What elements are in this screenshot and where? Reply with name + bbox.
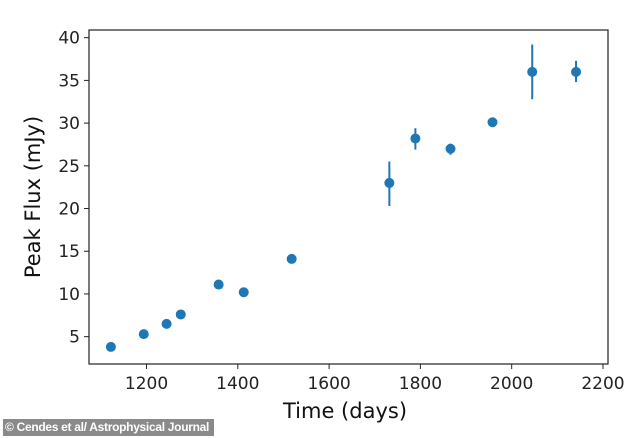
x-tick-label: 1800: [399, 374, 442, 394]
data-point: [286, 253, 297, 264]
y-tick-label: 20: [58, 200, 80, 220]
y-tick-label: 10: [58, 285, 80, 305]
data-point: [410, 133, 421, 144]
y-tick-label: 30: [58, 114, 80, 134]
x-axis-label: Time (days): [282, 399, 407, 423]
data-point: [445, 143, 456, 154]
data-point: [138, 329, 149, 340]
x-tick-label: 2000: [490, 374, 533, 394]
x-tick-label: 1400: [216, 374, 259, 394]
data-point: [175, 309, 186, 320]
data-point: [105, 341, 116, 352]
data-points: [105, 44, 582, 352]
y-tick-label: 40: [58, 29, 80, 49]
ticks: 1200 1400 1600 1800 2000 2200 5 10 15 20 25 30 35 40: [58, 29, 624, 394]
y-tick-label: 35: [58, 71, 80, 91]
y-tick-label: 5: [69, 328, 80, 348]
x-tick-label: 2200: [581, 374, 624, 394]
data-point: [161, 318, 172, 329]
data-point: [213, 279, 224, 290]
y-tick-label: 25: [58, 157, 80, 177]
data-point: [571, 66, 582, 77]
data-point: [487, 117, 498, 128]
data-point: [384, 177, 395, 188]
x-tick-label: 1200: [125, 374, 168, 394]
data-point: [527, 66, 538, 77]
y-axis-label: Peak Flux (mJy): [21, 116, 45, 278]
x-tick-label: 1600: [307, 374, 350, 394]
y-tick-label: 15: [58, 242, 80, 262]
data-point: [238, 287, 249, 298]
plot-frame: [88, 29, 609, 365]
image-credit: © Cendes et al/ Astrophysical Journal: [3, 419, 215, 436]
